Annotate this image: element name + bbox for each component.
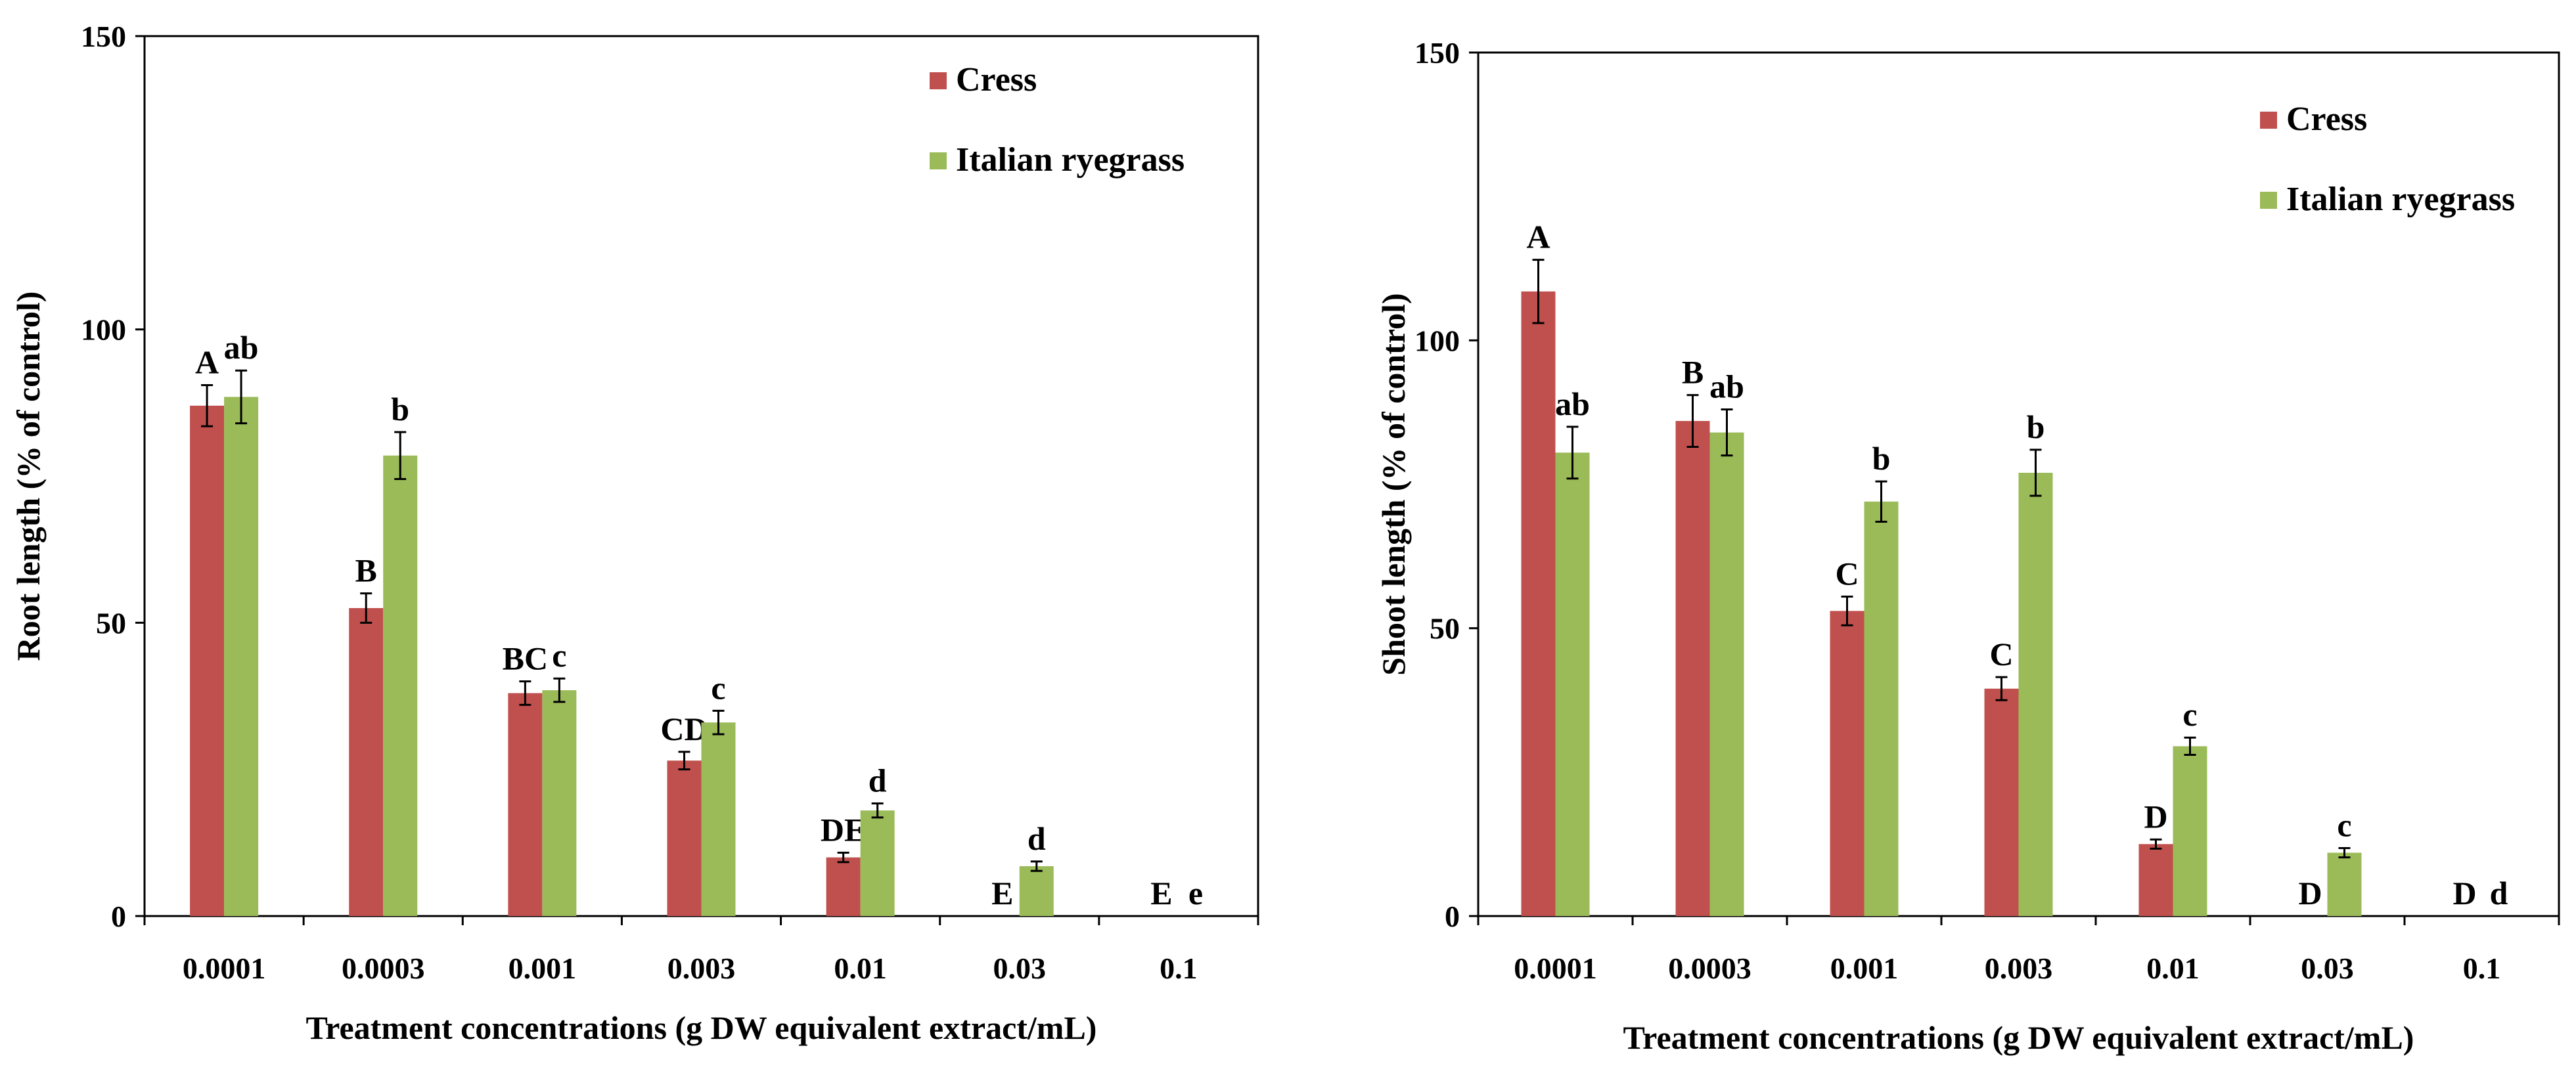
y-axis-title: Shoot length (% of control) bbox=[1375, 293, 1412, 675]
bar-cress bbox=[826, 857, 861, 916]
bar-cress bbox=[190, 405, 225, 916]
x-tick-label: 0.03 bbox=[2301, 952, 2354, 985]
x-tick-label: 0.01 bbox=[2146, 952, 2200, 985]
significance-letter: e bbox=[1188, 875, 1203, 911]
legend-swatch-ryegrass bbox=[2260, 192, 2277, 209]
significance-letter: BC bbox=[503, 640, 548, 677]
significance-letter: D bbox=[2144, 798, 2167, 835]
bar-ryegrass bbox=[542, 690, 577, 916]
x-tick-label: 0.0001 bbox=[1514, 952, 1597, 985]
bar-cress bbox=[1521, 291, 1556, 917]
bar-ryegrass bbox=[2018, 472, 2053, 916]
y-tick-label: 0 bbox=[1445, 900, 1460, 933]
y-tick-label: 150 bbox=[81, 20, 126, 53]
significance-letter: c bbox=[711, 669, 725, 706]
x-tick-label: 0.001 bbox=[508, 952, 577, 985]
significance-letter: c bbox=[2182, 696, 2197, 733]
significance-letter: B bbox=[1682, 354, 1704, 391]
x-axis-title: Treatment concentrations (g DW equivalen… bbox=[1623, 1019, 2414, 1056]
root-length-chart: 0 50 100 150 0.0001 0.0003 0.001 0.003 0.01 0.03 0… bbox=[10, 20, 1259, 1046]
significance-letter: E bbox=[1150, 875, 1172, 911]
significance-letter: A bbox=[195, 344, 219, 381]
bar-cress bbox=[2138, 844, 2173, 916]
bar-cress bbox=[349, 608, 384, 916]
x-tick-label: 0.003 bbox=[1985, 952, 2053, 985]
bar-cress bbox=[508, 693, 543, 916]
bar-ryegrass bbox=[1709, 432, 1744, 916]
shoot-length-chart: 0 50 100 150 0.0001 0.0003 0.001 0.003 0.01 0.03 0… bbox=[1375, 36, 2560, 1056]
significance-letter: d bbox=[869, 762, 887, 799]
y-tick-label: 150 bbox=[1414, 36, 1460, 70]
significance-letter: ab bbox=[1555, 385, 1590, 422]
bar-ryegrass bbox=[701, 722, 736, 916]
significance-letter: C bbox=[1835, 555, 1859, 592]
x-tick-label: 0.003 bbox=[667, 952, 736, 985]
x-tick-label: 0.1 bbox=[2463, 952, 2501, 985]
significance-letter: c bbox=[2337, 807, 2351, 844]
significance-letter: DE bbox=[821, 812, 866, 848]
bar-ryegrass bbox=[2327, 852, 2362, 916]
x-tick-label: 0.0003 bbox=[1668, 952, 1751, 985]
legend-swatch-ryegrass bbox=[930, 152, 947, 169]
x-tick-label: 0.01 bbox=[834, 952, 887, 985]
legend-label: Italian ryegrass bbox=[2286, 181, 2515, 218]
y-tick-label: 100 bbox=[81, 313, 126, 347]
y-tick-label: 50 bbox=[96, 606, 126, 640]
bar-cress bbox=[1830, 611, 1864, 916]
significance-letter: D bbox=[2452, 875, 2476, 911]
significance-letter: CD bbox=[660, 711, 708, 747]
significance-letter: d bbox=[2490, 875, 2508, 911]
x-tick-label: 0.03 bbox=[993, 952, 1047, 985]
legend-swatch-cress bbox=[930, 72, 947, 89]
significance-letter: C bbox=[1989, 636, 2013, 672]
bar-ryegrass bbox=[1555, 452, 1590, 916]
significance-letter: b bbox=[1872, 440, 1891, 477]
significance-letter: c bbox=[552, 637, 566, 674]
x-tick-label: 0.001 bbox=[1830, 952, 1899, 985]
significance-letter: D bbox=[2298, 875, 2322, 911]
significance-letter: b bbox=[2027, 408, 2045, 445]
bar-cress bbox=[1675, 421, 1710, 916]
bar-ryegrass bbox=[383, 455, 418, 916]
significance-letter: b bbox=[391, 391, 409, 427]
bar-ryegrass bbox=[1864, 501, 1899, 916]
x-tick-label: 0.0001 bbox=[183, 952, 266, 985]
significance-letter: ab bbox=[224, 329, 259, 366]
legend-swatch-cress bbox=[2260, 112, 2277, 129]
bar-ryegrass bbox=[224, 397, 259, 916]
bar-ryegrass bbox=[2173, 746, 2207, 916]
bar-ryegrass bbox=[1019, 866, 1054, 916]
significance-letter: A bbox=[1526, 219, 1550, 255]
legend-label: Italian ryegrass bbox=[956, 141, 1185, 179]
legend-label: Cress bbox=[956, 61, 1037, 99]
significance-letter: ab bbox=[1709, 368, 1744, 405]
bar-cress bbox=[1984, 688, 2019, 916]
y-axis-title: Root length (% of control) bbox=[10, 292, 47, 661]
bar-cress bbox=[667, 760, 702, 916]
significance-letter: B bbox=[355, 552, 377, 589]
y-tick-label: 100 bbox=[1414, 324, 1460, 357]
legend-label: Cress bbox=[2286, 100, 2367, 138]
x-axis-title: Treatment concentrations (g DW equivalen… bbox=[306, 1009, 1097, 1046]
y-tick-label: 0 bbox=[111, 900, 126, 933]
significance-letter: E bbox=[991, 875, 1013, 911]
x-tick-label: 0.1 bbox=[1160, 952, 1198, 985]
x-tick-label: 0.0003 bbox=[342, 952, 425, 985]
bar-ryegrass bbox=[860, 810, 895, 916]
y-tick-label: 50 bbox=[1430, 612, 1460, 646]
significance-letter: d bbox=[1028, 820, 1046, 857]
